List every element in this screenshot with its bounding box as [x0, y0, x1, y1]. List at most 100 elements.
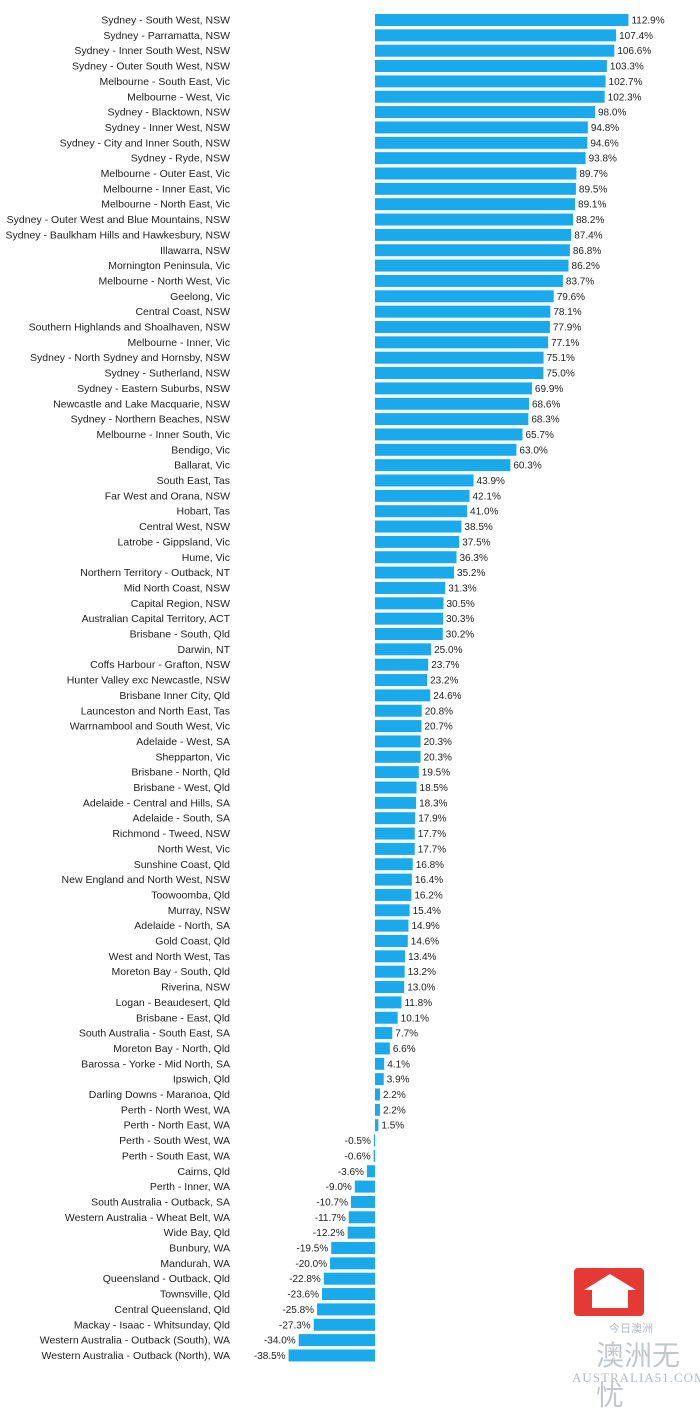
bar: [375, 182, 576, 195]
category-label: Cairns, Qld: [177, 1166, 230, 1178]
category-label: Sydney - Blacktown, NSW: [107, 107, 230, 119]
category-label: Central Coast, NSW: [135, 306, 230, 318]
bar: [375, 766, 419, 779]
value-label: 41.0%: [470, 507, 498, 518]
value-label: 94.8%: [591, 123, 619, 134]
bar: [375, 827, 415, 840]
bar: [375, 413, 529, 426]
value-label: 20.8%: [425, 706, 453, 717]
bar: [373, 1149, 375, 1162]
category-label: Sydney - Baulkham Hills and Hawkesbury, …: [6, 229, 231, 241]
category-label: Far West and Orana, NSW: [105, 490, 230, 502]
bar: [375, 1073, 384, 1086]
bar: [330, 1257, 375, 1270]
bar: [375, 996, 402, 1009]
category-label: Hunter Valley exc Newcastle, NSW: [67, 675, 230, 687]
house-icon: [574, 1268, 644, 1316]
bar: [366, 1165, 375, 1178]
bar: [288, 1349, 375, 1362]
bar: [375, 781, 417, 794]
value-label: 25.0%: [434, 645, 462, 656]
bar: [375, 950, 406, 963]
value-label: 2.2%: [383, 1090, 406, 1101]
value-label: 89.1%: [578, 200, 606, 211]
category-label: Coffs Harbour - Grafton, NSW: [90, 659, 230, 671]
value-label: 75.0%: [546, 369, 574, 380]
bar: [350, 1195, 375, 1208]
bar: [375, 658, 429, 671]
bar: [375, 1057, 385, 1070]
bar: [347, 1226, 375, 1239]
value-label: 18.5%: [420, 783, 448, 794]
category-label: Western Australia - Outback (North), WA: [42, 1350, 230, 1362]
bar: [375, 981, 405, 994]
value-label: 37.5%: [462, 537, 490, 548]
bar: [375, 152, 586, 165]
value-label: 38.5%: [464, 522, 492, 533]
category-label: Launceston and North East, Tas: [81, 705, 230, 717]
category-label: North West, Vic: [157, 843, 230, 855]
value-label: 79.6%: [557, 292, 585, 303]
value-label: 43.9%: [477, 476, 505, 487]
watermark-logo: 今日澳洲 澳洲无忧 AUSTRALIA51.COM: [572, 1268, 700, 1412]
category-label: Northern Territory - Outback, NT: [80, 567, 230, 579]
bar: [313, 1318, 375, 1331]
value-label: -10.7%: [316, 1197, 348, 1208]
bar: [375, 919, 409, 932]
bar: [348, 1211, 375, 1224]
value-label: -27.3%: [279, 1320, 311, 1331]
category-label: Logan - Beaudesert, Qld: [116, 997, 231, 1009]
category-label: Sunshine Coast, Qld: [134, 859, 230, 871]
category-label: Newcastle and Lake Macquarie, NSW: [53, 398, 230, 410]
value-label: -11.7%: [315, 1213, 346, 1224]
bar: [375, 888, 412, 901]
bar: [354, 1180, 376, 1193]
category-label: Sydney - Parramatta, NSW: [103, 30, 230, 42]
value-label: 75.1%: [547, 353, 575, 364]
value-label: 86.2%: [572, 261, 600, 272]
category-label: Central West, NSW: [139, 521, 230, 533]
bar: [375, 858, 413, 871]
category-label: Perth - Inner, WA: [150, 1181, 230, 1193]
bar: [375, 581, 446, 594]
category-label: Illawarra, NSW: [160, 245, 230, 257]
value-label: -9.0%: [326, 1182, 352, 1193]
bar: [375, 213, 574, 226]
bar: [375, 60, 607, 73]
value-label: 6.6%: [393, 1044, 416, 1055]
bar: [375, 14, 629, 26]
bar: [375, 1042, 390, 1055]
category-label: Hobart, Tas: [177, 506, 231, 518]
value-label: -12.2%: [313, 1228, 345, 1239]
bar: [375, 336, 549, 349]
category-label: South Australia - South East, SA: [79, 1028, 230, 1040]
bar: [322, 1288, 375, 1301]
bar: [375, 244, 570, 257]
category-label: Sydney - Inner South West, NSW: [74, 45, 230, 57]
bar: [375, 1011, 398, 1024]
category-label: Queensland - Outback, Qld: [103, 1273, 230, 1285]
category-label: Gold Coast, Qld: [155, 936, 230, 948]
category-label: Sydney - Ryde, NSW: [131, 153, 230, 165]
category-label: Melbourne - Inner, Vic: [127, 337, 230, 349]
bar: [375, 259, 569, 272]
category-label: Adelaide - Central and Hills, SA: [83, 797, 230, 809]
category-label: Toowoomba, Qld: [151, 889, 230, 901]
category-label: Geelong, Vic: [170, 291, 230, 303]
category-label: Sydney - Northern Beaches, NSW: [71, 414, 230, 426]
category-label: Bendigo, Vic: [171, 444, 230, 456]
bar: [375, 1027, 393, 1040]
category-label: Moreton Bay - South, Qld: [112, 966, 231, 978]
category-label: Moreton Bay - North, Qld: [113, 1043, 230, 1055]
category-label: West and North West, Tas: [109, 951, 230, 963]
value-label: 16.4%: [415, 875, 443, 886]
value-label: 11.8%: [404, 998, 432, 1009]
value-label: -34.0%: [264, 1336, 296, 1347]
bar: [373, 1134, 375, 1147]
category-label: Central Queensland, Qld: [114, 1304, 230, 1316]
bar: [375, 750, 421, 763]
value-label: 16.8%: [416, 860, 444, 871]
category-label: Mackay - Isaac - Whitsunday, Qld: [74, 1319, 230, 1331]
category-label: Melbourne - Outer East, Vic: [101, 168, 230, 180]
value-label: 30.3%: [446, 614, 474, 625]
